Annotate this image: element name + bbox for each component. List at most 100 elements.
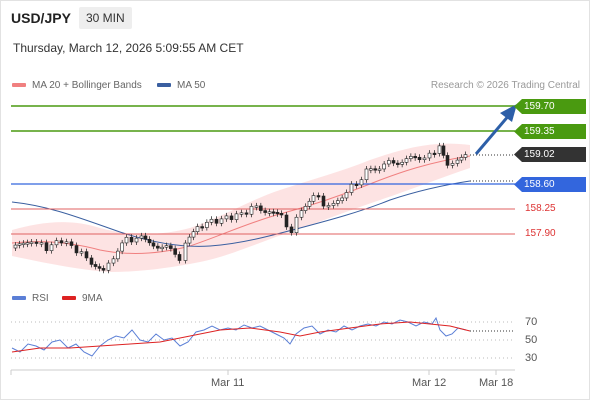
candle-body bbox=[156, 245, 160, 249]
candle-body bbox=[377, 168, 382, 171]
candle-body bbox=[177, 254, 182, 261]
candle-body bbox=[29, 241, 34, 244]
candle-body bbox=[120, 242, 124, 252]
ma20-swatch bbox=[12, 83, 26, 88]
candle-body bbox=[124, 236, 129, 244]
candle-body bbox=[463, 154, 468, 158]
candle-body bbox=[139, 235, 144, 239]
candle-body bbox=[455, 159, 460, 164]
legend-ma20: MA 20 + Bollinger Bands bbox=[12, 80, 142, 91]
candle-body bbox=[340, 197, 344, 201]
forecast-arrow bbox=[474, 113, 512, 155]
candle-body bbox=[147, 238, 152, 244]
candle-body bbox=[422, 157, 427, 160]
candle-body bbox=[195, 226, 200, 233]
candle-body bbox=[259, 205, 263, 211]
candle-body bbox=[224, 215, 229, 220]
candles bbox=[13, 142, 468, 274]
candle-body bbox=[275, 212, 280, 215]
candle-body bbox=[200, 226, 204, 229]
candle-body bbox=[316, 195, 321, 198]
candle-body bbox=[331, 203, 336, 206]
candle-body bbox=[354, 183, 359, 186]
candle-body bbox=[74, 245, 79, 254]
candle-body bbox=[321, 195, 326, 207]
candle-body bbox=[151, 242, 156, 247]
chart-header: USD/JPY 30 MIN bbox=[0, 0, 590, 36]
candle-body bbox=[34, 241, 39, 244]
legend-9ma: 9MA bbox=[62, 293, 103, 304]
candle-body bbox=[129, 236, 134, 243]
candle-body bbox=[25, 242, 30, 245]
candle-body bbox=[164, 245, 169, 248]
candle-body bbox=[209, 218, 214, 223]
candle-body bbox=[396, 162, 400, 165]
candle-body bbox=[160, 246, 164, 250]
candle-body bbox=[263, 210, 267, 213]
candle-body bbox=[187, 236, 192, 244]
level-tag-159.70: 159.70 bbox=[514, 99, 586, 114]
credit-text: Research © 2026 Trading Central bbox=[430, 80, 580, 91]
candle-body bbox=[359, 179, 364, 186]
candle-body bbox=[326, 205, 331, 208]
candle-body bbox=[387, 160, 391, 165]
legend-rsi: RSI bbox=[12, 293, 49, 304]
candle-body bbox=[400, 162, 404, 165]
candle-body bbox=[344, 192, 349, 199]
timestamp: Thursday, March 12, 2026 5:09:55 AM CET bbox=[13, 41, 244, 55]
level-tag-159.35: 159.35 bbox=[514, 124, 586, 139]
candle-body bbox=[267, 211, 272, 214]
9ma-swatch bbox=[62, 296, 76, 301]
candle-body bbox=[244, 212, 249, 215]
candle-body bbox=[336, 200, 340, 204]
candle-body bbox=[97, 266, 102, 269]
candle-body bbox=[169, 245, 173, 249]
candle-body bbox=[106, 262, 111, 271]
candle-body bbox=[239, 212, 244, 215]
candle-body bbox=[183, 242, 188, 261]
candle-body bbox=[369, 168, 373, 171]
candle-body bbox=[373, 168, 377, 171]
legend-9ma-label: 9MA bbox=[82, 293, 103, 304]
ma50-line bbox=[11, 180, 471, 247]
level-label-158.25: 158.25 bbox=[525, 203, 556, 214]
rsi-tick-70: 70 bbox=[525, 316, 538, 328]
candle-body bbox=[382, 163, 386, 170]
candle-body bbox=[234, 213, 239, 220]
rsi-line bbox=[11, 316, 467, 357]
x-label-mar12: Mar 12 bbox=[412, 377, 447, 389]
candle-body bbox=[214, 218, 219, 224]
candle-body bbox=[205, 222, 209, 228]
candle-body bbox=[279, 213, 284, 216]
x-label-mar11: Mar 11 bbox=[211, 377, 245, 389]
candle-body bbox=[311, 195, 316, 202]
candle-body bbox=[391, 160, 396, 164]
candle-body bbox=[249, 206, 254, 215]
candle-body bbox=[409, 156, 413, 159]
candle-body bbox=[254, 205, 259, 208]
candle-body bbox=[39, 242, 44, 245]
candle-body bbox=[13, 244, 18, 249]
ma50-swatch bbox=[157, 83, 171, 88]
candle-body bbox=[69, 241, 74, 246]
candle-body bbox=[44, 242, 49, 251]
candle-body bbox=[101, 268, 106, 271]
candle-body bbox=[417, 156, 422, 160]
candle-body bbox=[173, 248, 177, 255]
candle-body bbox=[49, 244, 54, 251]
legend-ma50-label: MA 50 bbox=[177, 80, 206, 91]
rsi-tick-50: 50 bbox=[525, 334, 538, 346]
symbol-label: USD/JPY bbox=[11, 10, 71, 26]
legend-rsi-label: RSI bbox=[32, 293, 49, 304]
candle-body bbox=[450, 163, 455, 166]
candle-body bbox=[191, 231, 196, 238]
level-tag-158.60: 158.60 bbox=[514, 177, 586, 192]
timeframe-button[interactable]: 30 MIN bbox=[79, 7, 132, 29]
candle-body bbox=[459, 157, 464, 161]
candle-body bbox=[271, 211, 276, 214]
candle-body bbox=[432, 152, 437, 155]
candle-body bbox=[364, 168, 369, 181]
candle-body bbox=[229, 215, 234, 220]
candle-body bbox=[303, 206, 308, 211]
